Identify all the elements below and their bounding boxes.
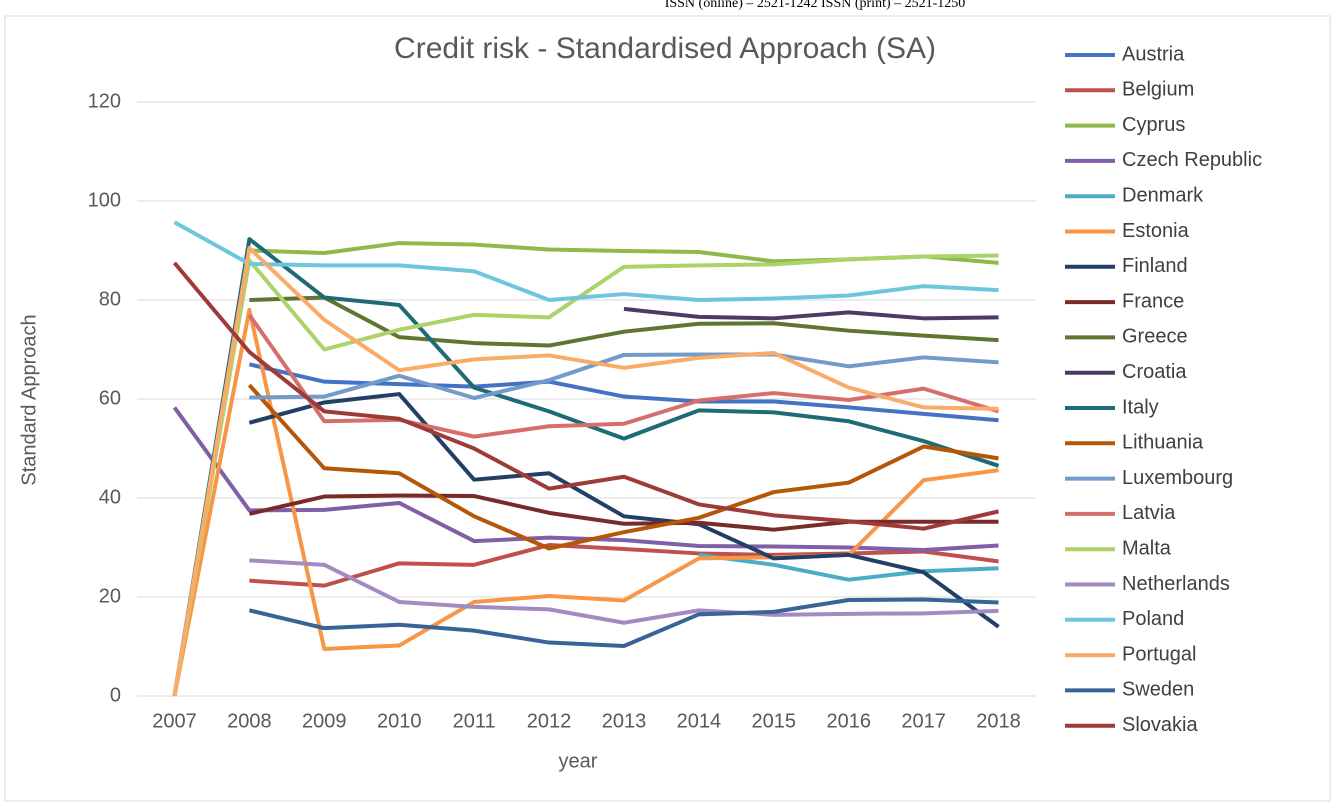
x-tick-label: 2014	[677, 710, 722, 732]
legend-label: Slovakia	[1122, 714, 1198, 736]
legend-label: Czech Republic	[1122, 149, 1262, 171]
x-tick-label: 2018	[976, 710, 1021, 732]
x-tick-label: 2013	[602, 710, 647, 732]
y-tick-label: 60	[99, 387, 121, 409]
x-tick-label: 2009	[302, 710, 347, 732]
series-line	[623, 306, 999, 321]
legend-label: Italy	[1122, 396, 1159, 418]
legend-label: Latvia	[1122, 502, 1176, 524]
series-line	[172, 261, 999, 531]
y-tick-label: 0	[110, 684, 121, 706]
series-line	[248, 392, 1000, 629]
legend-label: Lithuania	[1122, 432, 1204, 454]
legend-label: Estonia	[1122, 220, 1190, 242]
legend-label: France	[1122, 290, 1184, 312]
x-tick-label: 2011	[453, 710, 496, 732]
x-tick-label: 2008	[227, 710, 272, 732]
x-tick-label: 2015	[752, 710, 797, 732]
x-tick-label: 2010	[377, 710, 422, 732]
y-tick-label: 100	[88, 189, 121, 211]
series-line	[249, 543, 999, 588]
chart-title: Credit risk - Standardised Approach (SA)	[394, 32, 936, 65]
legend-label: Greece	[1122, 326, 1188, 348]
x-tick-label: 2012	[527, 710, 572, 732]
x-axis-label: year	[559, 750, 598, 772]
legend-label: Finland	[1122, 255, 1188, 277]
x-tick-label: 2016	[826, 710, 871, 732]
series-line	[249, 558, 999, 625]
series-line	[248, 597, 999, 649]
series-line	[247, 383, 999, 551]
y-tick-label: 80	[99, 288, 121, 310]
legend-label: Sweden	[1122, 679, 1194, 701]
page-header: ISSN (online) – 2521-1242 ISSN (print) –…	[665, 0, 966, 11]
legend-label: Poland	[1122, 608, 1184, 630]
series-line	[698, 552, 999, 582]
legend-label: Austria	[1122, 43, 1185, 65]
y-axis-label: Standard Approach	[18, 314, 40, 485]
series-line	[172, 307, 999, 697]
legend-label: Netherlands	[1122, 573, 1230, 595]
series-line	[172, 246, 999, 697]
legend-label: Luxembourg	[1122, 467, 1233, 489]
legend-label: Belgium	[1122, 79, 1194, 101]
series-line	[173, 220, 999, 302]
x-tick-label: 2017	[901, 710, 946, 732]
legend-label: Malta	[1122, 537, 1172, 559]
series-line	[249, 352, 999, 401]
y-tick-label: 20	[99, 585, 121, 607]
y-tick-label: 120	[88, 90, 121, 112]
series-line	[249, 295, 999, 348]
series-line	[172, 253, 999, 697]
y-tick-label: 40	[99, 486, 121, 508]
legend-label: Denmark	[1122, 184, 1204, 206]
legend-label: Portugal	[1122, 643, 1197, 665]
x-tick-label: 2007	[152, 710, 197, 732]
legend-label: Croatia	[1122, 361, 1187, 383]
legend-label: Cyprus	[1122, 114, 1185, 136]
